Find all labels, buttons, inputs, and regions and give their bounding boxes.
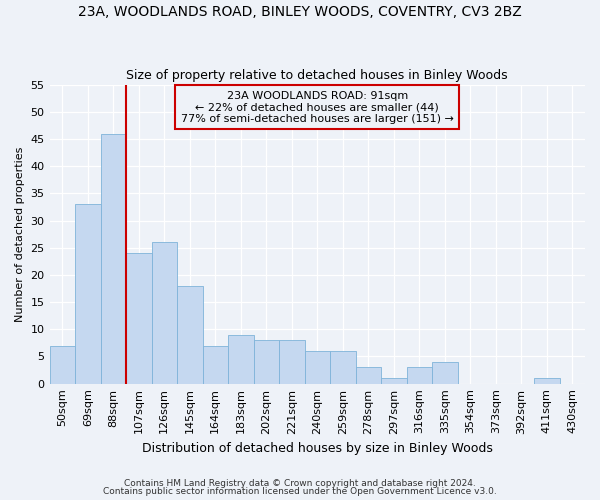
Bar: [228, 334, 254, 384]
Bar: [203, 346, 228, 384]
X-axis label: Distribution of detached houses by size in Binley Woods: Distribution of detached houses by size …: [142, 442, 493, 455]
Bar: [177, 286, 203, 384]
Y-axis label: Number of detached properties: Number of detached properties: [15, 146, 25, 322]
Bar: [305, 351, 330, 384]
Bar: [534, 378, 560, 384]
Bar: [432, 362, 458, 384]
Bar: [254, 340, 279, 384]
Text: Contains HM Land Registry data © Crown copyright and database right 2024.: Contains HM Land Registry data © Crown c…: [124, 478, 476, 488]
Bar: [75, 204, 101, 384]
Bar: [356, 368, 381, 384]
Bar: [407, 368, 432, 384]
Bar: [152, 242, 177, 384]
Bar: [330, 351, 356, 384]
Text: Contains public sector information licensed under the Open Government Licence v3: Contains public sector information licen…: [103, 487, 497, 496]
Text: 23A, WOODLANDS ROAD, BINLEY WOODS, COVENTRY, CV3 2BZ: 23A, WOODLANDS ROAD, BINLEY WOODS, COVEN…: [78, 5, 522, 19]
Bar: [101, 134, 126, 384]
Bar: [126, 253, 152, 384]
Bar: [50, 346, 75, 384]
Bar: [279, 340, 305, 384]
Title: Size of property relative to detached houses in Binley Woods: Size of property relative to detached ho…: [127, 69, 508, 82]
Text: 23A WOODLANDS ROAD: 91sqm
← 22% of detached houses are smaller (44)
77% of semi-: 23A WOODLANDS ROAD: 91sqm ← 22% of detac…: [181, 90, 454, 124]
Bar: [381, 378, 407, 384]
